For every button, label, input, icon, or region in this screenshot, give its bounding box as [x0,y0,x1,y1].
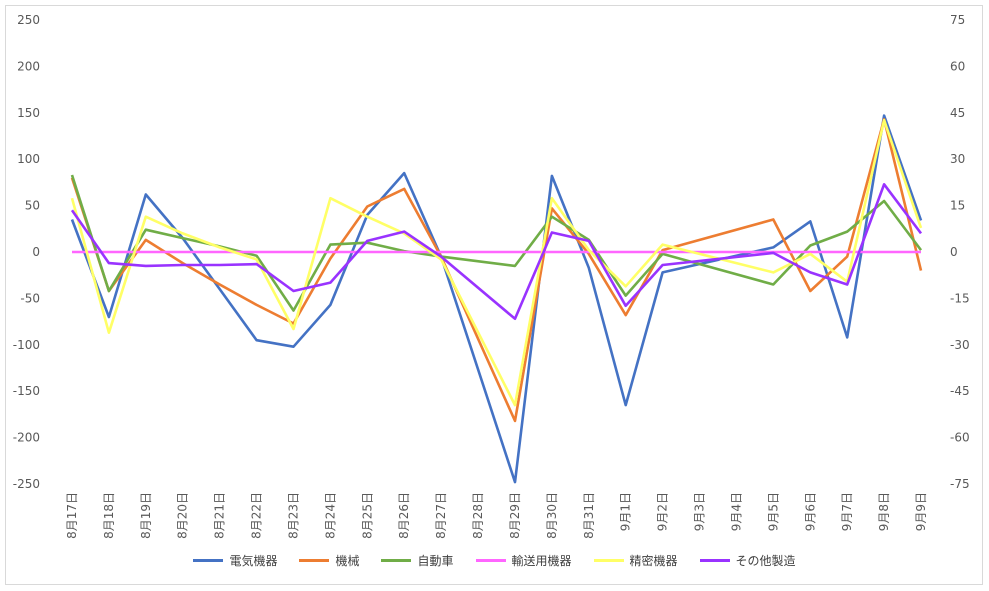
right-axis-tick-label: 30 [950,152,965,166]
right-axis-tick-label: -60 [950,431,970,445]
legend-swatch [299,559,330,562]
legend-label: 電気機器 [229,554,278,568]
legend-item: 輸送用機器 [475,552,572,569]
x-axis-tick-label: 8月18日 [102,492,116,539]
x-axis-tick-label: 9月8日 [877,492,891,531]
left-axis-tick-label: 50 [25,199,40,213]
legend-swatch [699,559,730,562]
left-axis-tick-label: -50 [20,291,40,305]
left-axis-tick-label: -150 [13,384,40,398]
legend-item: 機械 [299,552,359,569]
left-axis-tick-label: 0 [32,245,40,259]
legend-label: 精密機器 [629,554,678,568]
x-axis-tick-label: 8月29日 [508,492,522,539]
x-axis-tick-label: 9月2日 [656,492,670,531]
x-axis-tick-label: 9月5日 [766,492,780,531]
chart-legend: 電気機器 機械 自動車 輸送用機器 精密機器 その他製造 [0,552,989,569]
x-axis-tick-label: 8月21日 [213,492,227,539]
x-axis-tick-label: 8月24日 [323,492,337,539]
left-axis-tick-label: -200 [13,431,40,445]
right-axis-tick-label: 0 [950,245,958,259]
legend-item: 自動車 [381,552,454,569]
legend-item: 精密機器 [593,552,678,569]
x-axis-tick-label: 8月26日 [397,492,411,539]
legend-label: その他製造 [735,554,796,568]
legend-label: 機械 [335,554,360,568]
left-axis-tick-label: 200 [17,59,40,73]
x-axis-tick-label: 8月30日 [545,492,559,539]
left-axis-tick-label: 150 [17,106,40,120]
left-axis-tick-label: 250 [17,13,40,27]
right-axis-tick-label: -30 [950,338,970,352]
legend-swatch [381,559,412,562]
x-axis-tick-label: 9月6日 [803,492,817,531]
x-axis-tick-label: 9月4日 [729,492,743,531]
left-axis-tick-label: 100 [17,152,40,166]
x-axis-tick-label: 9月3日 [693,492,707,531]
right-axis-tick-label: 75 [950,13,965,27]
x-axis-tick-label: 8月27日 [434,492,448,539]
x-axis-tick-label: 8月28日 [471,492,485,539]
x-axis-tick-label: 9月9日 [914,492,928,531]
right-axis-tick-label: 15 [950,199,965,213]
legend-item: その他製造 [699,552,796,569]
series-line [70,183,923,321]
chart-frame [5,5,983,585]
legend-label: 自動車 [417,554,454,568]
series-line [70,114,923,484]
series-line [70,118,923,423]
right-axis-tick-label: -75 [950,477,970,491]
x-axis-tick-label: 8月17日 [65,492,79,539]
x-axis-tick-label: 8月23日 [286,492,300,539]
legend-swatch [475,559,506,562]
series-line [70,174,923,312]
legend-label: 輸送用機器 [511,554,572,568]
x-axis-tick-label: 9月7日 [840,492,854,531]
legend-swatch [593,559,624,562]
left-axis-tick-label: -250 [13,477,40,491]
right-axis-tick-label: 60 [950,59,965,73]
legend-swatch [193,559,224,562]
x-axis-tick-label: 8月20日 [176,492,190,539]
legend-item: 電気機器 [193,552,277,569]
x-axis-tick-label: 9月1日 [619,492,633,531]
right-axis-tick-label: -15 [950,291,970,305]
x-axis-tick-label: 8月31日 [582,492,596,539]
series-line [70,118,923,407]
left-axis-tick-label: -100 [13,338,40,352]
right-axis-tick-label: 45 [950,106,965,120]
x-axis-tick-label: 8月19日 [139,492,153,539]
x-axis-tick-label: 8月25日 [360,492,374,539]
x-axis-tick-label: 8月22日 [250,492,264,539]
right-axis-tick-label: -45 [950,384,970,398]
